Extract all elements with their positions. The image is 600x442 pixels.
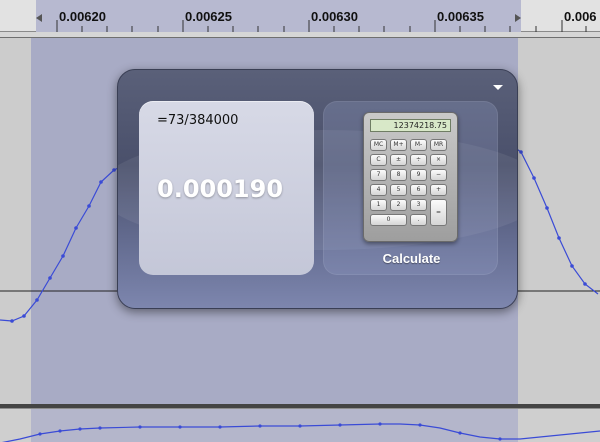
widget-menu-arrow-icon[interactable]	[493, 85, 503, 90]
calc-key: 5	[390, 184, 407, 196]
ruler-ticks	[36, 14, 587, 32]
calc-key: 0	[370, 214, 407, 226]
calc-key: 4	[370, 184, 387, 196]
calc-key: C	[370, 154, 387, 166]
calculate-button[interactable]: 12374218.75 MC M+ M- MR C ± ÷ × 7 8 9 − …	[323, 101, 498, 275]
ruler-tick-label: 0.00625	[185, 9, 232, 24]
calculate-label: Calculate	[382, 251, 441, 266]
calc-key: ±	[390, 154, 407, 166]
result-value: 0.000190	[157, 175, 284, 203]
calculator-display: 12374218.75	[370, 119, 451, 132]
ruler-tick-label: 0.00630	[311, 9, 358, 24]
calc-key: 9	[410, 169, 427, 181]
calc-key: MR	[430, 139, 447, 151]
calc-key: .	[410, 214, 427, 226]
calc-key: ÷	[410, 154, 427, 166]
ruler-selection	[36, 0, 521, 32]
calc-key: 3	[410, 199, 427, 211]
waveform-2	[1, 422, 600, 442]
ruler-tick-label: 0.006	[564, 9, 597, 24]
calc-key: 6	[410, 184, 427, 196]
result-panel: =73/384000 0.000190	[139, 101, 314, 275]
calc-key: M-	[410, 139, 427, 151]
calc-key: −	[430, 169, 447, 181]
calc-key: 1	[370, 199, 387, 211]
calc-key: +	[430, 184, 447, 196]
calculator-icon: 12374218.75 MC M+ M- MR C ± ÷ × 7 8 9 − …	[363, 112, 458, 242]
time-ruler[interactable]: 0.00620 0.00625 0.00630 0.00635 0.006	[0, 0, 600, 32]
calc-key: 7	[370, 169, 387, 181]
ruler-tick-label: 0.00635	[437, 9, 484, 24]
expression-text[interactable]: =73/384000	[157, 113, 239, 128]
track-divider	[0, 404, 600, 408]
calc-key: ×	[430, 154, 447, 166]
calc-key: =	[430, 199, 447, 226]
calc-key: 2	[390, 199, 407, 211]
ruler-tick-label: 0.00620	[59, 9, 106, 24]
calc-key: MC	[370, 139, 387, 151]
ruler-separator	[0, 32, 600, 38]
audio-track[interactable]: =73/384000 0.000190 12374218.75 MC M+ M-…	[0, 38, 600, 404]
calculator-widget[interactable]: =73/384000 0.000190 12374218.75 MC M+ M-…	[117, 69, 518, 309]
calc-key: 8	[390, 169, 407, 181]
calc-key: M+	[390, 139, 407, 151]
audio-track-2[interactable]	[0, 408, 600, 442]
